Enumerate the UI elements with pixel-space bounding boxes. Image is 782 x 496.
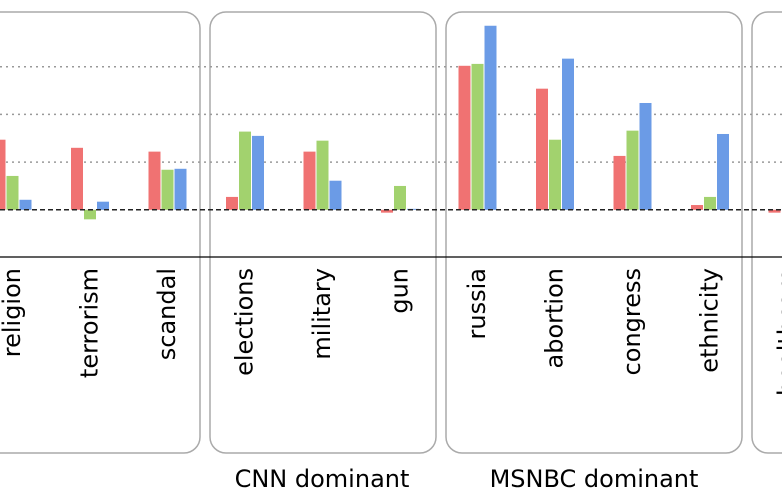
bar — [71, 147, 83, 210]
bar — [691, 205, 703, 210]
bar — [161, 169, 174, 210]
group-label: MSNBC dominant — [490, 465, 699, 493]
bar — [704, 196, 716, 210]
x-tick-label: gun — [386, 268, 414, 314]
bar — [768, 209, 781, 213]
bar — [303, 151, 316, 210]
x-tick-label: abortion — [541, 268, 569, 368]
bar — [639, 102, 652, 210]
bar — [19, 199, 32, 210]
bar — [458, 65, 471, 210]
bar — [626, 130, 639, 210]
bar — [174, 168, 187, 210]
bar — [471, 63, 484, 210]
bar — [97, 201, 109, 210]
x-tick-label: terrorism — [76, 268, 104, 378]
bar — [316, 140, 329, 210]
x-tick-label: russia — [463, 268, 491, 339]
x-tick-label: ethnicity — [696, 268, 724, 373]
panel-box — [751, 11, 782, 454]
group-label: CNN dominant — [235, 465, 410, 493]
bar — [381, 209, 393, 213]
panel-box — [0, 11, 201, 454]
bar — [0, 139, 6, 210]
bar — [239, 131, 251, 210]
x-tick-label: military — [308, 268, 336, 360]
x-tick-label: elections — [231, 268, 259, 376]
x-tick-label: scandal — [153, 268, 181, 360]
bar — [84, 209, 96, 220]
bar — [394, 185, 406, 210]
panel-box — [445, 11, 743, 454]
x-tick-label: congress — [618, 268, 646, 375]
x-tick-label: religion — [0, 268, 26, 357]
bar — [6, 175, 19, 210]
panel-box — [209, 11, 437, 454]
x-tick-label: healthcare — [773, 268, 782, 396]
bar — [562, 58, 574, 210]
bar — [329, 180, 342, 210]
bar — [536, 88, 548, 210]
bar — [252, 135, 264, 210]
bar — [549, 139, 561, 210]
bar — [484, 25, 497, 210]
bar — [717, 133, 729, 210]
bar — [613, 155, 626, 210]
bar — [226, 196, 238, 210]
bar — [148, 151, 161, 210]
